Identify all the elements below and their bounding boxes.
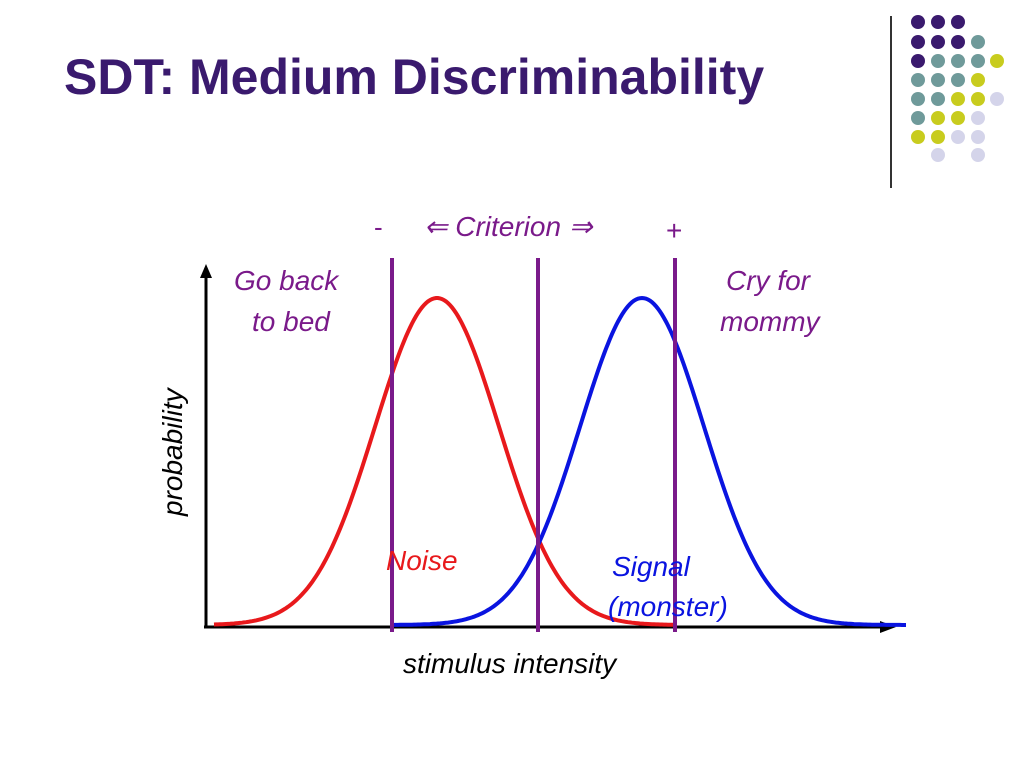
criterion-plus-label: + <box>666 215 682 246</box>
left-response-line2: to bed <box>252 306 331 337</box>
signal-curve <box>394 295 906 627</box>
criterion-minus-label: - <box>374 212 383 242</box>
noise-curve <box>213 296 676 627</box>
right-response-line2: mommy <box>720 306 822 337</box>
criterion-label: ⇐ Criterion ⇒ <box>424 211 594 242</box>
x-axis-label: stimulus intensity <box>403 648 618 679</box>
noise-label: Noise <box>386 545 458 576</box>
slide-title: SDT: Medium Discriminability <box>64 49 765 105</box>
signal-label-line2: (monster) <box>608 591 728 622</box>
y-axis-label: probability <box>157 386 188 517</box>
right-response-line1: Cry for <box>726 265 812 296</box>
signal-label-line1: Signal <box>612 551 691 582</box>
y-axis-arrowhead <box>200 264 212 278</box>
decorative-dot-grid <box>911 15 1004 162</box>
left-response-line1: Go back <box>234 265 340 296</box>
header-divider <box>890 16 892 188</box>
